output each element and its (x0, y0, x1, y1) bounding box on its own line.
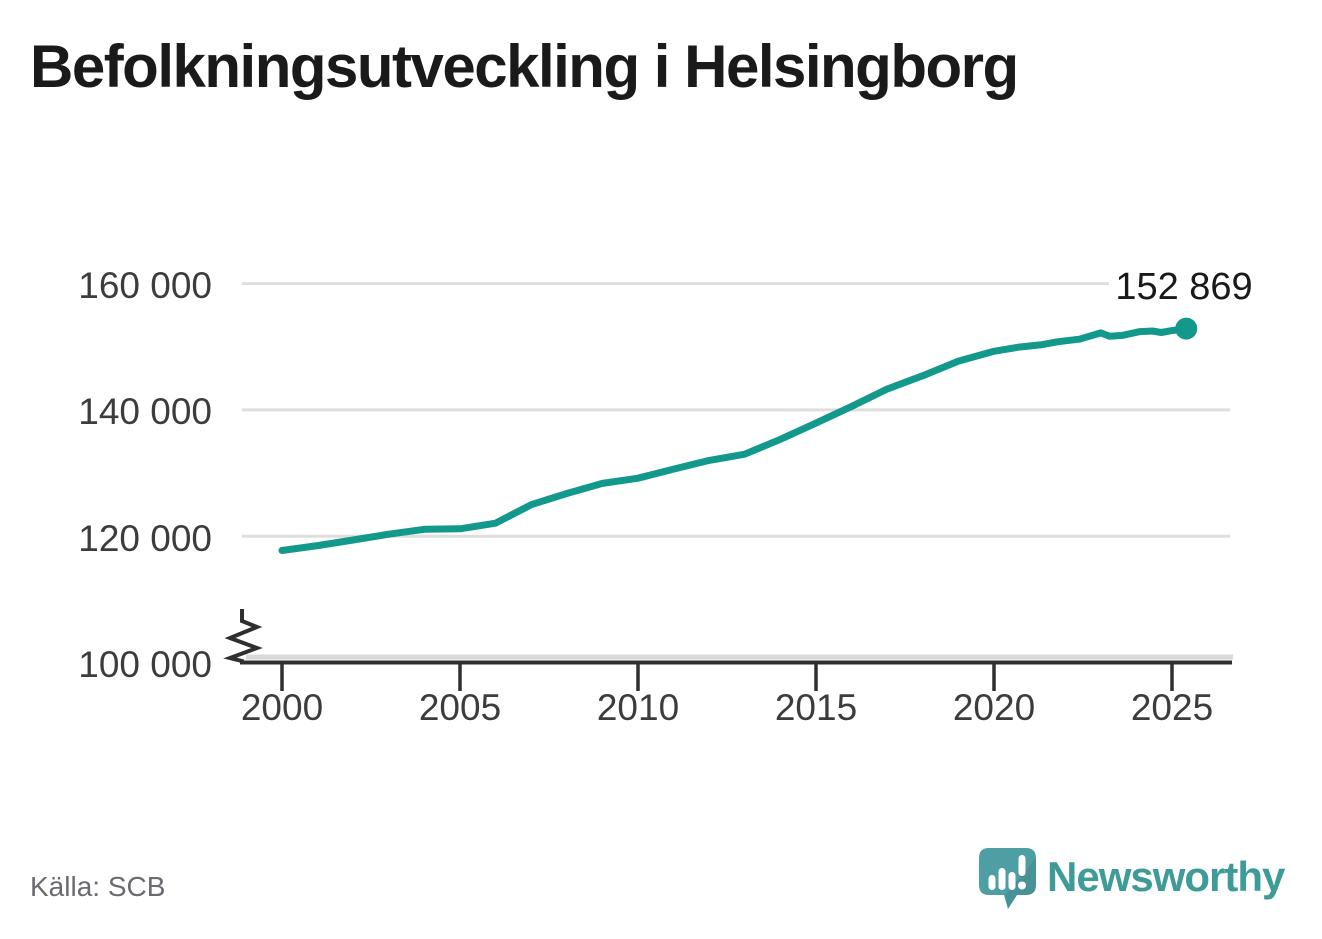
end-value-label: 152 869 (1109, 267, 1259, 307)
y-tick-label: 120 000 (78, 518, 212, 559)
x-tick-label: 2020 (952, 687, 1036, 728)
x-tick-label: 2005 (418, 687, 502, 728)
y-tick-label: 140 000 (78, 391, 212, 432)
newsworthy-brand: Newsworthy (977, 846, 1317, 916)
chart-title: Befolkningsutveckling i Helsingborg (30, 33, 1019, 100)
x-tick-label: 2010 (596, 687, 680, 728)
axis-break-icon (223, 609, 263, 664)
source-note: Källa: SCB (30, 871, 166, 902)
population-line (278, 325, 1190, 554)
logo-exclamation-dot (1018, 881, 1026, 890)
end-point-marker (1175, 317, 1198, 340)
y-tick-label: 100 000 (78, 644, 212, 685)
newsworthy-logo-icon (979, 848, 1036, 909)
x-tick-label: 2015 (774, 687, 858, 728)
logo-bar-medium (1008, 872, 1016, 890)
newsworthy-wordmark: Newsworthy (1047, 853, 1285, 900)
logo-bar-small (988, 875, 996, 890)
logo-exclamation-bar (1018, 855, 1026, 876)
logo-bar-tall (998, 868, 1006, 890)
x-tick-label: 2000 (240, 687, 324, 728)
y-tick-label: 160 000 (78, 265, 212, 306)
x-tick-label: 2025 (1130, 687, 1214, 728)
